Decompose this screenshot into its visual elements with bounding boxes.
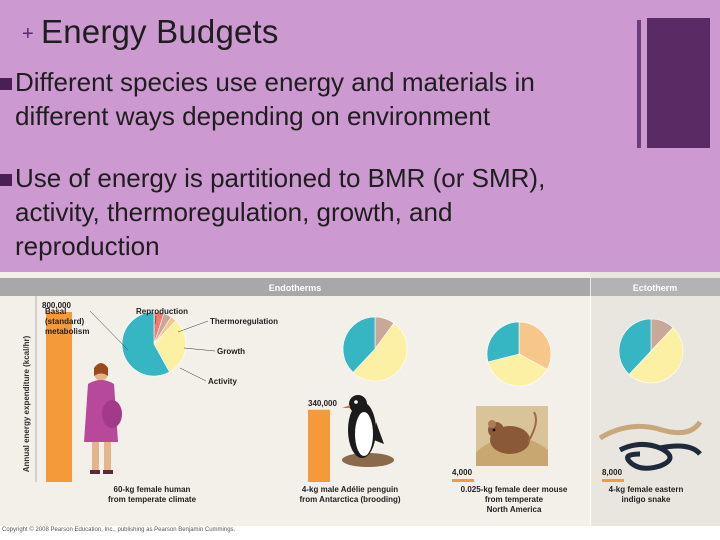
endotherms-header-bar <box>0 278 590 296</box>
pies-layer <box>121 311 684 387</box>
bullet-1-line-2: different ways depending on environment <box>15 101 491 131</box>
bar-value-label-2: 4,000 <box>452 468 473 477</box>
slide-title: Energy Budgets <box>41 13 279 50</box>
slide-header-area <box>0 0 720 272</box>
bar-0 <box>46 312 72 482</box>
bar-value-label-1: 340,000 <box>308 399 337 408</box>
pie-2-slice-2 <box>518 321 552 370</box>
bullet-square-icon <box>0 78 12 91</box>
y-axis-label: Annual energy expenditure (kcal/hr) <box>22 335 31 472</box>
decor-bar-thick <box>647 18 710 148</box>
legend-leader-2 <box>183 347 216 352</box>
pie-3-slice-3 <box>628 327 684 384</box>
bullet-2-line-3: reproduction <box>15 231 160 261</box>
ectotherm-panel <box>590 272 720 526</box>
bar-1 <box>308 409 330 482</box>
bullet-square-icon <box>0 174 12 187</box>
pie-2-slice-3 <box>487 353 548 387</box>
bar-value-label-3: 8,000 <box>602 468 623 477</box>
legend-label-1-0: Thermoregulation <box>210 317 278 326</box>
chart-svg: Endotherms Ectotherm Annual energy expen… <box>0 272 720 526</box>
footer: Copyright © 2008 Pearson Education, Inc.… <box>0 526 720 540</box>
bullet-2-line-2: activity, thermoregulation, growth, and <box>15 197 453 227</box>
bar-value-label-0: 800,000 <box>42 301 71 310</box>
pie-3-slice-4 <box>618 318 652 375</box>
bar-3 <box>602 479 624 482</box>
legend-label-2-0: Growth <box>217 347 245 356</box>
category-label-2-0: 0.025-kg female deer mouse <box>461 485 568 494</box>
bullet-1: Different species use energy and materia… <box>0 65 640 133</box>
bars-layer: 800,000 340,000 4,000 8,000 <box>42 301 624 482</box>
bar-2 <box>452 479 474 482</box>
plus-icon: + <box>22 23 34 45</box>
deer-mouse-photo <box>476 406 548 466</box>
category-label-3-0: 4-kg female eastern <box>609 485 684 494</box>
pie-1-slice-3 <box>352 322 408 382</box>
category-label-2-1: from temperate <box>485 495 544 504</box>
legend-label-0-0: Reproduction <box>136 307 188 316</box>
bullet-2-line-1: Use of energy is partitioned to BMR (or … <box>15 163 546 193</box>
ectotherm-header-bar <box>591 278 720 296</box>
category-label-1-0: 4-kg male Adélie penguin <box>302 485 398 494</box>
category-label-3-1: indigo snake <box>622 495 671 504</box>
category-label-1-1: from Antarctica (brooding) <box>299 495 400 504</box>
legend-leader-0 <box>154 315 157 325</box>
pie-2-slice-4 <box>486 321 520 363</box>
woman-illustration <box>84 363 122 474</box>
legend-label-4-0: Basal <box>45 307 66 316</box>
pie-legend: Reproduction Thermoregulation Growth Activi… <box>45 307 278 386</box>
legend-label-4-1: (standard) <box>45 317 84 326</box>
copyright-text: Copyright © 2008 Pearson Education, Inc.… <box>2 527 236 533</box>
ectotherm-header: Ectotherm <box>633 283 678 293</box>
category-label-2-2: North America <box>487 505 542 514</box>
decor-bar-thin <box>637 20 641 148</box>
indigo-snake-photo <box>598 420 703 471</box>
category-label-0-1: from temperate climate <box>108 495 197 504</box>
endotherms-header: Endotherms <box>269 283 322 293</box>
legend-label-3-0: Activity <box>208 377 237 386</box>
bullet-2: Use of energy is partitioned to BMR (or … <box>0 161 720 263</box>
pie-1-slice-4 <box>342 316 376 373</box>
bullet-1-line-1: Different species use energy and materia… <box>15 67 535 97</box>
penguin-illustration <box>342 395 394 467</box>
energy-budget-figure: Endotherms Ectotherm Annual energy expen… <box>0 272 720 526</box>
legend-label-4-2: metabolism <box>45 327 89 336</box>
pie-0-slice-4 <box>121 311 170 377</box>
legend-leader-4 <box>89 310 129 351</box>
category-label-0-0: 60-kg female human <box>114 485 191 494</box>
legend-leader-1 <box>177 320 209 333</box>
legend-leader-3 <box>179 367 207 382</box>
